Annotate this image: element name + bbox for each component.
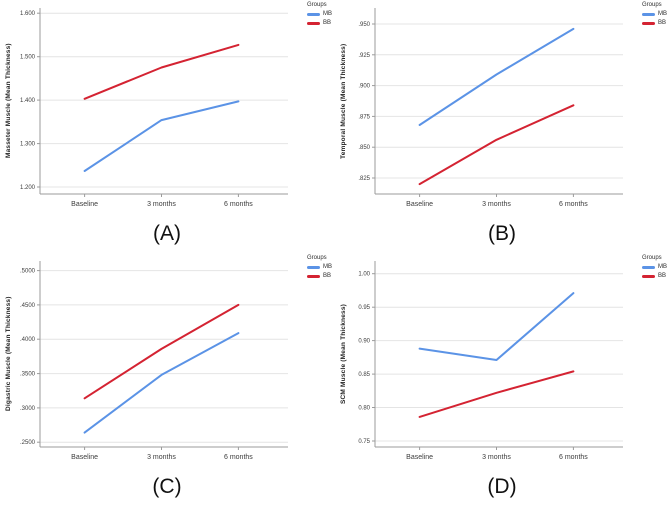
- series-line-mb: [418, 27, 575, 126]
- x-tick-label: Baseline: [71, 454, 98, 461]
- x-tick-label: 3 months: [147, 201, 176, 208]
- y-tick-label: 0.95: [358, 305, 370, 311]
- panel-b: Temporal Muscle (Mean Thickness) .825.85…: [335, 0, 669, 253]
- y-tick-label: .825: [358, 176, 370, 182]
- panel-c: Digastric Muscle (Mean Thickness) .2500.…: [0, 253, 335, 525]
- x-tick-label: 3 months: [482, 454, 511, 461]
- legend-item-bb: BB: [307, 273, 332, 279]
- series-line-bb: [83, 43, 240, 100]
- legend-item-bb: BB: [307, 20, 332, 26]
- panel-a: Masseter Muscle (Mean Thickness) 1.200 1.…: [0, 0, 335, 253]
- chart-c: Digastric Muscle (Mean Thickness) .2500.…: [0, 253, 334, 465]
- bb-line-swatch: [642, 274, 655, 278]
- y-tick-label: .5000: [20, 269, 36, 275]
- mb-line-swatch: [307, 265, 320, 269]
- y-tick-label: .850: [358, 145, 370, 151]
- legend-item-bb: BB: [642, 273, 667, 279]
- y-tick-label: 0.80: [358, 406, 370, 412]
- x-tick-label: 3 months: [147, 454, 176, 461]
- chart-a-canvas: 1.200 1.300 1.400 1.500 1.600 Baseline 3 month…: [20, 8, 288, 208]
- panel-label-a: (A): [153, 222, 181, 245]
- y-tick-label: .950: [358, 22, 370, 28]
- panel-label-c: (C): [152, 475, 182, 498]
- mb-line-swatch: [642, 12, 655, 16]
- bb-line-swatch: [307, 274, 320, 278]
- legend-label-mb: MB: [658, 264, 667, 270]
- series-line-mb: [83, 332, 240, 434]
- legend-item-mb: MB: [642, 11, 667, 17]
- panel-label-d: (D): [487, 475, 517, 498]
- y-tick-label: .925: [358, 53, 370, 59]
- y-tick-label: .4500: [20, 303, 36, 309]
- x-tick-label: 6 months: [559, 201, 588, 208]
- chart-b: Temporal Muscle (Mean Thickness) .825.85…: [335, 0, 669, 212]
- x-tick-label: Baseline: [406, 201, 433, 208]
- x-tick-label: 6 months: [559, 454, 588, 461]
- y-tick-label: .3500: [20, 372, 36, 378]
- chart-c-canvas: .2500 .3000 .3500 .4000 .4500 .5000 Baseline 3 …: [20, 261, 288, 461]
- x-tick-label: Baseline: [406, 454, 433, 461]
- legend-label-bb: BB: [658, 273, 667, 279]
- series-line-bb: [418, 370, 575, 418]
- legend-item-mb: MB: [307, 11, 332, 17]
- series-line-mb: [418, 292, 575, 361]
- x-tick-label: 3 months: [482, 201, 511, 208]
- y-tick-label: 1.300: [20, 142, 36, 148]
- y-tick-label: .875: [358, 114, 370, 120]
- y-tick-label: 0.90: [358, 339, 370, 345]
- chart-a: Masseter Muscle (Mean Thickness) 1.200 1.…: [0, 0, 334, 212]
- legend-label-bb: BB: [323, 273, 332, 279]
- legend: Groups MB BB: [307, 2, 332, 26]
- legend-item-mb: MB: [307, 264, 332, 270]
- legend-title: Groups: [642, 255, 662, 261]
- y-tick-label: .4000: [20, 337, 36, 343]
- x-tick-label: Baseline: [71, 201, 98, 208]
- y-tick-label: .900: [358, 84, 370, 90]
- legend-label-mb: MB: [323, 11, 332, 17]
- bb-line-swatch: [307, 21, 320, 25]
- y-tick-label: 1.500: [20, 55, 36, 61]
- legend-label-mb: MB: [323, 264, 332, 270]
- y-tick-label: 1.00: [358, 272, 370, 278]
- legend: Groups MB BB: [307, 255, 332, 279]
- series-line-bb: [83, 303, 240, 400]
- legend-item-mb: MB: [642, 264, 667, 270]
- bb-line-swatch: [642, 21, 655, 25]
- series-line-bb: [418, 104, 575, 186]
- y-tick-label: .3000: [20, 406, 36, 412]
- y-tick-label: 1.400: [20, 98, 36, 104]
- mb-line-swatch: [307, 12, 320, 16]
- mb-line-swatch: [642, 265, 655, 269]
- chart-d-canvas: 0.75 0.80 0.85 0.90 0.95 1.00 Baseline 3 months…: [358, 261, 623, 461]
- chart-d: SCM Muscle (Mean Thickness) 0.75 0.80 0.85…: [335, 253, 669, 465]
- y-tick-label: 1.600: [20, 11, 36, 17]
- legend-label-bb: BB: [323, 20, 332, 26]
- y-tick-label: 0.75: [358, 439, 370, 445]
- legend: Groups MB BB: [642, 2, 667, 26]
- series-line-mb: [83, 100, 240, 172]
- legend-title: Groups: [307, 255, 327, 261]
- panel-label-b: (B): [488, 222, 516, 245]
- legend-title: Groups: [642, 2, 662, 8]
- legend-title: Groups: [307, 2, 327, 8]
- panel-d: SCM Muscle (Mean Thickness) 0.75 0.80 0.85…: [335, 253, 669, 525]
- y-tick-label: .2500: [20, 440, 36, 446]
- legend-item-bb: BB: [642, 20, 667, 26]
- y-tick-label: 1.200: [20, 185, 36, 191]
- x-tick-label: 6 months: [224, 201, 253, 208]
- chart-b-canvas: .825 .850 .875 .900 .925 .950 Baseline 3 months…: [358, 8, 623, 208]
- legend-label-bb: BB: [658, 20, 667, 26]
- x-tick-label: 6 months: [224, 454, 253, 461]
- y-tick-label: 0.85: [358, 372, 370, 378]
- legend-label-mb: MB: [658, 11, 667, 17]
- legend: Groups MB BB: [642, 255, 667, 279]
